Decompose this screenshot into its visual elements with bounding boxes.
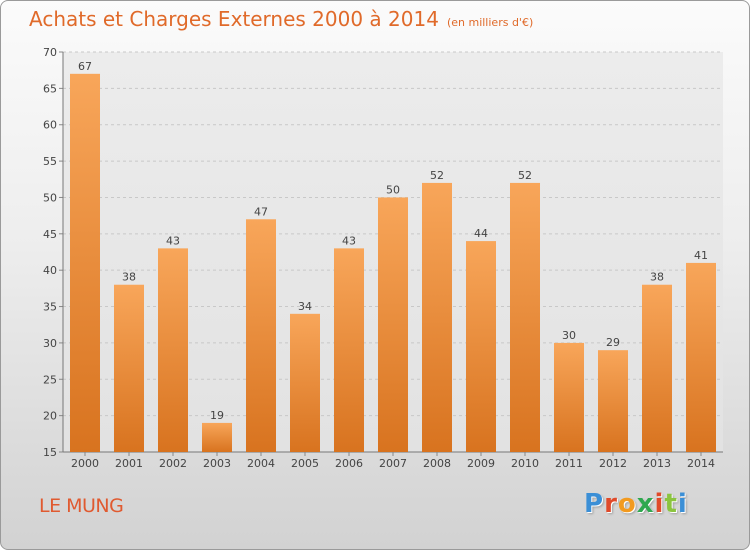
y-tick-label: 55	[43, 155, 57, 168]
x-tick-label: 2006	[335, 457, 363, 470]
bar-value-label: 38	[122, 271, 136, 284]
x-tick-label: 2008	[423, 457, 451, 470]
bar	[158, 248, 188, 452]
x-tick-label: 2011	[555, 457, 583, 470]
x-tick-label: 2014	[687, 457, 715, 470]
bar-value-label: 50	[386, 183, 400, 196]
x-tick-label: 2001	[115, 457, 143, 470]
y-tick-label: 65	[43, 82, 57, 95]
x-tick-label: 2012	[599, 457, 627, 470]
bar	[642, 284, 672, 452]
x-tick-label: 2005	[291, 457, 319, 470]
logo-letter: P	[584, 489, 605, 519]
bar	[598, 350, 628, 452]
bar	[202, 422, 232, 452]
x-tick-label: 2000	[71, 457, 99, 470]
x-tick-label: 2002	[159, 457, 187, 470]
bar-value-label: 43	[166, 234, 180, 247]
y-tick-label: 40	[43, 264, 57, 277]
y-tick-label: 50	[43, 191, 57, 204]
bar	[334, 248, 364, 452]
bar-value-label: 43	[342, 234, 356, 247]
plot-area: 15 20 25 30 35 40 45 50 55 60 65 70 67 2000 38 2001 43 20…	[43, 46, 723, 470]
commune-name: LE MUNG	[39, 495, 124, 517]
y-tick-label: 60	[43, 119, 57, 132]
bar	[378, 197, 408, 452]
chart-unit: (en milliers d'€)	[446, 16, 534, 29]
y-tick-label: 45	[43, 228, 57, 241]
bar-value-label: 52	[518, 169, 532, 182]
bar-value-label: 44	[474, 227, 488, 240]
bar-value-label: 30	[562, 329, 576, 342]
x-tick-label: 2013	[643, 457, 671, 470]
bar-value-label: 34	[298, 300, 312, 313]
bar	[686, 262, 716, 452]
bar	[114, 284, 144, 452]
bar	[422, 182, 452, 452]
y-tick-label: 15	[43, 446, 57, 459]
logo-letter: x	[636, 489, 655, 519]
chart-title-text: Achats et Charges Externes 2000 à 2014	[29, 7, 439, 31]
bar	[246, 219, 276, 452]
logo-letter: t	[664, 489, 678, 519]
logo-letter: r	[604, 489, 618, 519]
bar-value-label: 67	[78, 60, 92, 73]
bar-value-label: 19	[210, 409, 224, 422]
x-tick-label: 2009	[467, 457, 495, 470]
logo-letter: o	[617, 489, 637, 519]
chart-title: Achats et Charges Externes 2000 à 2014 (e…	[29, 7, 533, 31]
bar-value-label: 52	[430, 169, 444, 182]
y-tick-label: 70	[43, 46, 57, 59]
x-tick-label: 2004	[247, 457, 275, 470]
y-tick-label: 35	[43, 301, 57, 314]
y-tick-label: 30	[43, 337, 57, 350]
bar	[290, 313, 320, 452]
bar	[510, 182, 540, 452]
proxiti-logo: Proxiti	[584, 489, 688, 519]
x-tick-label: 2010	[511, 457, 539, 470]
bar-value-label: 29	[606, 336, 620, 349]
bar-value-label: 47	[254, 205, 268, 218]
logo-letter: i	[654, 489, 665, 519]
bar	[554, 342, 584, 452]
bar	[466, 241, 496, 452]
x-tick-label: 2003	[203, 457, 231, 470]
bar	[70, 73, 100, 453]
logo-letter: i	[677, 489, 688, 519]
y-tick-label: 20	[43, 410, 57, 423]
y-tick-label: 25	[43, 373, 57, 386]
bar-value-label: 38	[650, 271, 664, 284]
x-tick-label: 2007	[379, 457, 407, 470]
bar-value-label: 41	[694, 249, 708, 262]
